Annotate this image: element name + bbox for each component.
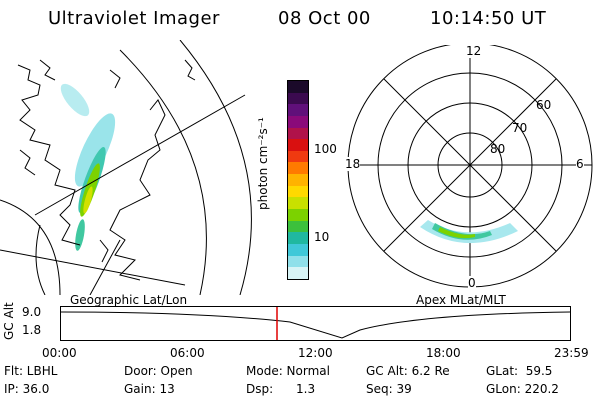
- colorbar-segment: [288, 267, 308, 279]
- colorbar-segment: [288, 139, 308, 151]
- colorbar-segment: [288, 104, 308, 116]
- colorbar-segment: [288, 232, 308, 244]
- timeline-ytick-bottom: 1.8: [22, 323, 42, 337]
- colorbar-segment: [288, 255, 308, 268]
- mlat-label-60: 60: [536, 98, 552, 112]
- geo-panel-label: Geographic Lat/Lon: [70, 293, 188, 307]
- colorbar-segment: [288, 197, 308, 210]
- mode-info: Mode: Normal: [246, 364, 330, 378]
- seq-info: Seq: 39: [366, 382, 412, 396]
- timeline-axis-label: GC Alt: [2, 302, 16, 340]
- colorbar-segment: [288, 220, 308, 233]
- mlt-label-left: 18: [345, 157, 361, 171]
- mlt-label-bottom: 0: [468, 276, 476, 290]
- instrument-title: Ultraviolet Imager: [48, 8, 220, 29]
- gain-info: Gain: 13: [124, 382, 175, 396]
- colorbar-segment: [288, 209, 308, 221]
- door-info: Door: Open: [124, 364, 193, 378]
- timeline-ytick-top: 9.0: [22, 305, 42, 319]
- colorbar-segment: [288, 162, 308, 175]
- colorbar-segment: [288, 150, 308, 163]
- lat-lon-grid: [0, 40, 252, 295]
- coastlines: [17, 59, 196, 281]
- colorbar-segment: [288, 174, 308, 186]
- dsp-info: Dsp: 1.3: [246, 382, 316, 396]
- colorbar-unit-label: photon cm⁻²s⁻¹: [256, 117, 270, 210]
- timeline-xtick-2359: 23:59: [554, 346, 589, 360]
- colorbar-tick-10: 10: [314, 230, 330, 244]
- polar-panel-label: Apex MLat/MLT: [416, 293, 506, 307]
- mlt-label-right: 6: [576, 157, 584, 171]
- mlt-label-top: 12: [466, 44, 482, 58]
- colorbar-tick-100: 100: [314, 142, 337, 156]
- colorbar-segment: [288, 115, 308, 128]
- polar-plot: [347, 45, 593, 288]
- timeline-xtick-0600: 06:00: [170, 346, 205, 360]
- mlat-label-80: 80: [490, 142, 506, 156]
- glat-info: GLat: 59.5: [486, 364, 553, 378]
- colorbar-segment: [288, 81, 308, 93]
- aurora-emission-polar: [420, 220, 518, 244]
- gc-alt-info: GC Alt: 6.2 Re: [366, 364, 450, 378]
- aurora-emission-geo: [60, 83, 116, 251]
- timeline-xtick-1800: 18:00: [426, 346, 461, 360]
- geographic-map: [0, 40, 252, 295]
- timeline-xtick-0000: 00:00: [42, 346, 77, 360]
- date-label: 08 Oct 00: [278, 8, 371, 29]
- colorbar: [287, 80, 309, 280]
- colorbar-segment: [288, 185, 308, 198]
- polar-grid: [347, 45, 593, 288]
- altitude-curve: [60, 311, 571, 339]
- colorbar-segment: [288, 127, 308, 140]
- filter-info: Flt: LBHL: [4, 364, 58, 378]
- timeline-frame: [60, 306, 571, 341]
- mlat-label-70: 70: [512, 121, 528, 135]
- altitude-timeline: [60, 306, 571, 341]
- timeline-xtick-1200: 12:00: [298, 346, 333, 360]
- glon-info: GLon: 220.2: [486, 382, 559, 396]
- time-label: 10:14:50 UT: [430, 8, 547, 29]
- colorbar-segment: [288, 243, 308, 256]
- ip-info: IP: 36.0: [4, 382, 50, 396]
- colorbar-segment: [288, 92, 308, 105]
